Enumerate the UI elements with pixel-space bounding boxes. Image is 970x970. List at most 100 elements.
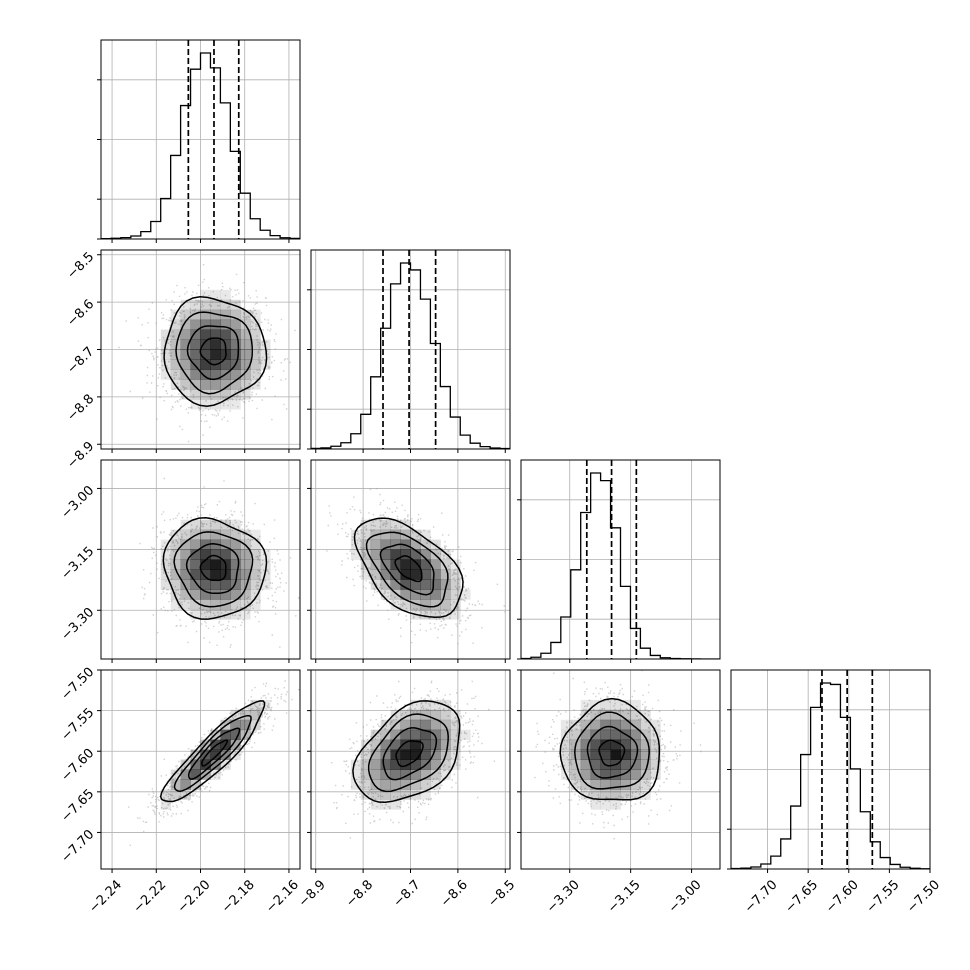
density-cell xyxy=(620,739,631,750)
x-tick-label: −7.50 xyxy=(904,877,943,916)
density-cell xyxy=(380,789,391,800)
density-cell xyxy=(620,759,631,770)
density-cell xyxy=(200,569,211,580)
density-cell xyxy=(160,559,172,570)
density-cell xyxy=(650,729,661,741)
contour-line xyxy=(173,531,254,608)
density-cell xyxy=(610,739,621,750)
density-cell xyxy=(250,529,261,540)
density-cell xyxy=(380,539,391,550)
density-cell xyxy=(190,549,201,560)
density-cell xyxy=(610,789,621,800)
density-cell xyxy=(600,709,611,721)
density-cell xyxy=(240,329,251,340)
histogram-step-line xyxy=(731,682,930,869)
density-cell xyxy=(200,289,211,301)
x-tick-label: −2.22 xyxy=(131,877,170,916)
density-cell xyxy=(580,729,592,741)
density-cell xyxy=(230,569,241,580)
contour-line xyxy=(199,337,227,366)
density-cell xyxy=(200,349,211,360)
density-cell xyxy=(260,349,271,360)
density-cell xyxy=(440,759,451,770)
y-tick-label: −7.55 xyxy=(59,705,98,744)
density-cell xyxy=(210,349,221,360)
density-cell xyxy=(630,709,641,721)
density-cell xyxy=(240,359,251,370)
density-cell xyxy=(420,749,431,760)
density-cell xyxy=(170,779,181,790)
density-cell xyxy=(210,519,221,531)
density-cell xyxy=(610,799,621,810)
density-cell xyxy=(390,769,401,780)
density-cell xyxy=(220,529,231,540)
density-cell xyxy=(400,769,411,780)
x-tick-label: −7.70 xyxy=(742,877,781,916)
density-cell xyxy=(350,769,362,780)
density-cell xyxy=(180,579,191,590)
density-cell xyxy=(200,399,211,410)
density-cell xyxy=(200,359,211,370)
density-cell xyxy=(420,579,431,590)
density-cell xyxy=(170,329,181,340)
density-cell xyxy=(440,769,451,780)
density-cell xyxy=(190,319,201,330)
density-cell xyxy=(180,379,191,390)
density-cell xyxy=(450,719,461,731)
density-cell xyxy=(450,569,461,580)
density-cell xyxy=(250,539,261,550)
density-cell xyxy=(180,759,191,770)
density-cell xyxy=(240,529,251,540)
density-cell xyxy=(580,769,592,780)
density-cell xyxy=(240,599,251,610)
density-cell xyxy=(240,569,251,580)
density-cell xyxy=(640,719,651,731)
density-cell xyxy=(430,749,441,760)
density-cell xyxy=(190,299,201,311)
density-cell xyxy=(450,759,461,770)
density-cell xyxy=(440,729,451,741)
density-cell xyxy=(600,729,611,741)
density-cell xyxy=(200,549,211,560)
density-cell xyxy=(180,769,191,780)
density-cell xyxy=(360,749,372,760)
density-panel-3-0 xyxy=(97,669,301,873)
density-cell xyxy=(160,789,172,800)
density-cell xyxy=(250,549,261,560)
density-cell xyxy=(390,779,401,790)
contour-line xyxy=(382,727,438,781)
density-cell xyxy=(410,709,421,721)
density-cell xyxy=(230,719,241,731)
x-tick-label: −3.30 xyxy=(544,877,583,916)
density-cell xyxy=(610,779,621,790)
density-cell xyxy=(650,749,661,760)
density-cell xyxy=(210,329,221,340)
density-cell xyxy=(590,709,601,721)
density-cell xyxy=(380,589,391,600)
density-cell xyxy=(250,599,261,610)
density-cell xyxy=(580,699,592,711)
density-cell xyxy=(420,529,431,540)
density-cell xyxy=(600,699,611,711)
y-tick-label: −8.7 xyxy=(64,344,97,377)
density-cell xyxy=(230,309,241,321)
density-cell xyxy=(420,769,431,780)
density-cell xyxy=(190,519,201,531)
density-cell xyxy=(440,569,451,580)
density-cell xyxy=(230,519,241,531)
density-cell xyxy=(570,769,582,780)
density-cell xyxy=(210,299,221,311)
density-cell xyxy=(640,729,651,741)
density-cell xyxy=(190,359,201,370)
density-cell xyxy=(180,789,191,800)
density-cell xyxy=(360,769,372,780)
density-cell xyxy=(400,739,411,750)
contour-line xyxy=(201,739,229,767)
density-cell xyxy=(350,759,362,770)
density-cell xyxy=(440,559,451,570)
density-cell xyxy=(420,549,431,560)
density-cell xyxy=(370,579,382,590)
density-cell xyxy=(230,559,241,570)
y-tick-label: −8.6 xyxy=(64,297,97,330)
contour-line xyxy=(394,555,423,583)
